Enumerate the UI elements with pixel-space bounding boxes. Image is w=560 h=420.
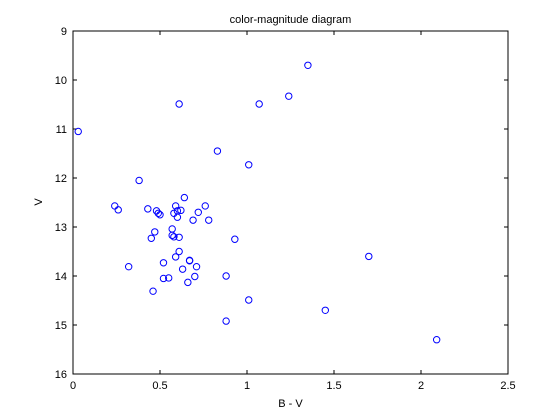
- x-tick-label: 0: [70, 380, 76, 392]
- y-tick-label: 10: [55, 75, 67, 87]
- data-point: [168, 231, 176, 240]
- y-tick-label: 14: [55, 271, 67, 283]
- y-tick-label: 11: [56, 124, 67, 136]
- y-axis-title: V: [33, 198, 45, 206]
- data-point: [171, 253, 180, 261]
- x-tick-label: 1: [244, 380, 250, 392]
- data-point: [74, 127, 82, 136]
- data-point: [201, 202, 209, 210]
- data-point: [177, 206, 185, 215]
- data-point: [191, 272, 199, 281]
- chart-title: color-magnitude diagram: [230, 14, 352, 26]
- data-point: [178, 265, 187, 273]
- y-tick-label: 9: [61, 26, 67, 38]
- x-tick-label: 0.5: [152, 380, 167, 392]
- x-tick-label: 2: [418, 380, 424, 392]
- data-point: [285, 92, 293, 100]
- data-point: [175, 233, 183, 241]
- data-point: [321, 306, 329, 314]
- data-point: [144, 205, 152, 213]
- data-point: [159, 274, 168, 283]
- data-point: [135, 176, 143, 185]
- data-point: [255, 100, 263, 108]
- y-tick-label: 15: [55, 320, 67, 332]
- data-point: [192, 262, 201, 271]
- data-point: [365, 252, 373, 261]
- data-point: [159, 259, 168, 267]
- data-point: [165, 274, 173, 282]
- data-point: [154, 209, 162, 217]
- data-point: [114, 206, 122, 214]
- y-tick-label: 13: [55, 222, 67, 234]
- data-point: [173, 207, 182, 215]
- y-tick-label: 12: [55, 173, 67, 185]
- data-point: [147, 234, 156, 242]
- data-point: [304, 61, 312, 70]
- data-point: [189, 216, 197, 224]
- data-point: [222, 272, 230, 280]
- data-point: [184, 278, 192, 287]
- x-axis-ticks: 0 0.5 1 1.5 2 2.5: [70, 31, 516, 392]
- data-point: [151, 228, 159, 236]
- y-tick-label: 16: [55, 369, 67, 381]
- data-point: [149, 287, 157, 295]
- data-point: [231, 235, 239, 243]
- data-point: [180, 193, 189, 202]
- data-point: [194, 208, 202, 217]
- data-point: [185, 257, 194, 265]
- data-point: [170, 233, 178, 241]
- data-point: [213, 147, 222, 155]
- plot-area-frame: [72, 30, 509, 375]
- data-point: [245, 161, 253, 169]
- data-point: [245, 296, 253, 304]
- data-point: [432, 336, 441, 344]
- y-axis-ticks: 9 10 11 12 13 14 15 16: [55, 26, 508, 381]
- data-point: [175, 247, 183, 256]
- data-point: [156, 211, 164, 219]
- data-point: [124, 262, 133, 271]
- data-points: [74, 61, 441, 344]
- plot-background: [73, 31, 508, 374]
- data-point: [222, 317, 230, 325]
- x-axis-title: B - V: [278, 398, 303, 410]
- x-tick-label: 1.5: [326, 380, 341, 392]
- data-point: [205, 216, 213, 224]
- data-point: [175, 100, 183, 108]
- data-point: [171, 202, 180, 210]
- x-tick-label: 2.5: [500, 380, 515, 392]
